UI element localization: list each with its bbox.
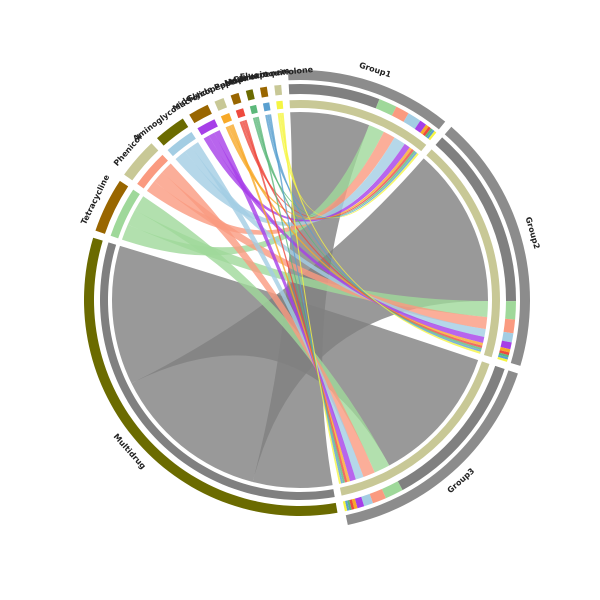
group-segment (505, 301, 516, 320)
ribbon (146, 131, 395, 235)
sector-label: Group2 (524, 216, 542, 250)
ribbon (269, 114, 344, 484)
group-segment (422, 126, 431, 137)
source-inner-ring (99, 242, 335, 500)
group-segment (426, 129, 435, 139)
source-ring (124, 143, 159, 181)
source-inner-ring (110, 189, 140, 239)
source-ring (274, 84, 283, 96)
group-segment (498, 352, 509, 358)
group-segment (428, 131, 437, 141)
ribbon (214, 130, 356, 482)
source-inner-ring (276, 100, 284, 110)
group-segment (403, 113, 421, 129)
group-segment (501, 331, 514, 343)
ribbon (121, 125, 384, 256)
group-segment (435, 137, 516, 302)
group-segment (369, 489, 386, 504)
group-segment (349, 499, 355, 510)
ribbon (191, 142, 364, 480)
ribbon (134, 196, 390, 473)
group-segment (497, 354, 509, 360)
group-segment (424, 128, 433, 138)
source-ring (245, 89, 255, 101)
ribbons (111, 111, 489, 488)
source-ring (95, 180, 129, 234)
group-segment (351, 498, 358, 510)
group-segment (499, 350, 510, 356)
group-ring (287, 70, 446, 130)
source-ring (84, 237, 338, 516)
group-segment (397, 365, 505, 491)
source-ring (259, 86, 269, 98)
group-segment (499, 347, 511, 353)
source-inner-ring (235, 108, 246, 119)
source-inner-ring (262, 102, 271, 112)
source-ring (230, 92, 242, 105)
source-ring (189, 104, 212, 124)
ribbon (265, 114, 418, 219)
group-segment (342, 501, 348, 512)
ribbon (256, 116, 345, 484)
group-segment (420, 124, 429, 135)
group-inner-ring (426, 149, 500, 358)
group-segment (503, 318, 516, 334)
ribbon (277, 113, 419, 219)
ribbon (162, 163, 375, 477)
group-segment (288, 84, 380, 109)
ribbon (154, 172, 488, 330)
group-segment (391, 106, 409, 122)
source-inner-ring (167, 131, 196, 157)
sector-label: Group1 (358, 61, 393, 80)
group-segment (497, 356, 508, 362)
ribbon (127, 210, 488, 318)
group-segment (347, 500, 352, 511)
group-inner-ring (289, 100, 427, 152)
source-ring (214, 97, 228, 111)
ribbon (111, 245, 479, 466)
source-inner-ring (249, 104, 258, 115)
group-segment (500, 340, 512, 350)
group-segment (344, 500, 350, 511)
source-inner-ring (137, 154, 168, 189)
source-inner-ring (220, 112, 233, 124)
group-segment (414, 120, 427, 133)
source-ring (157, 118, 189, 146)
ribbon (244, 119, 348, 483)
group-ring (444, 126, 530, 366)
ribbon (230, 124, 351, 482)
group-segment (354, 496, 365, 509)
group-segment (361, 493, 373, 507)
group-segment (375, 99, 397, 116)
group-segment (381, 481, 403, 499)
source-inner-ring (197, 119, 218, 136)
